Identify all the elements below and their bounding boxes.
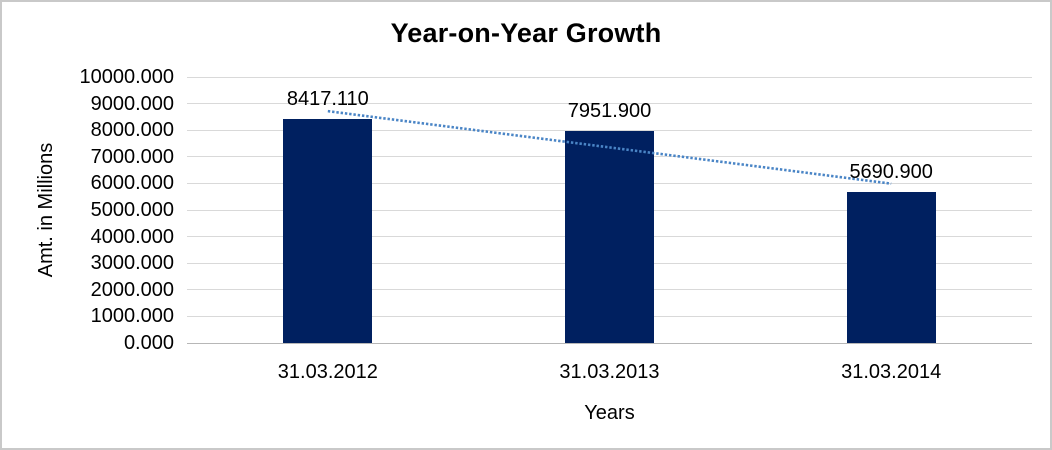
y-tick-label: 10000.000 [79, 66, 174, 88]
trendline[interactable] [187, 77, 1032, 343]
chart-title: Year-on-Year Growth [390, 18, 662, 48]
data-label: 7951.900 [567, 100, 652, 123]
gridline [187, 129, 1032, 131]
gridline [187, 76, 1032, 78]
plot-area: 8417.110 7951.900 5690.900 [187, 76, 1032, 344]
gridline [187, 103, 1032, 105]
y-tick-label: 8000.000 [90, 119, 174, 142]
bar-31.03.2012[interactable] [283, 119, 373, 343]
y-tick-label: 4000.000 [90, 225, 174, 248]
y-tick-label: 0.000 [123, 332, 174, 354]
x-category-label: 31.03.2012 [277, 361, 378, 383]
y-tick-label: 5000.000 [90, 199, 174, 221]
y-tick-label: 9000.000 [90, 92, 174, 115]
y-tick-label: 1000.000 [90, 305, 174, 328]
x-category-label: 31.03.2014 [841, 361, 942, 383]
data-label: 8417.110 [286, 88, 369, 111]
y-tick-label: 3000.000 [90, 252, 174, 275]
x-category-label: 31.03.2013 [559, 361, 660, 383]
x-axis-title: Years [584, 402, 635, 424]
bar-31.03.2014[interactable] [846, 191, 936, 343]
data-label: 5690.900 [849, 160, 933, 183]
y-tick-label: 6000.000 [90, 172, 174, 195]
gridline [187, 342, 1032, 344]
bar-31.03.2013[interactable] [565, 131, 654, 343]
y-tick-label: 7000.000 [90, 145, 174, 168]
y-tick-label: 2000.000 [90, 278, 174, 301]
